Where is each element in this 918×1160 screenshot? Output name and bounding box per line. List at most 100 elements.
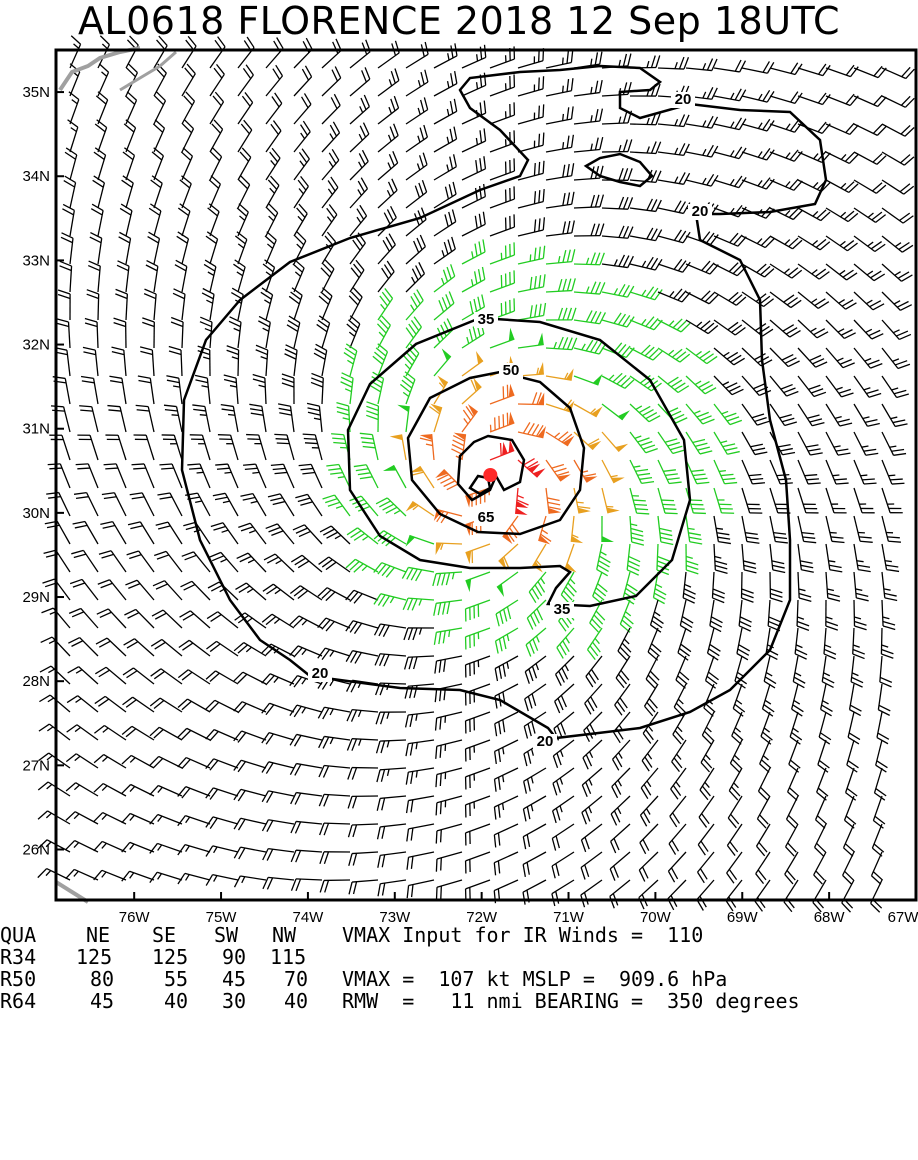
wind-barb [346,621,378,634]
wind-barb [826,544,842,572]
wind-barb [294,93,311,124]
wind-barb [882,432,906,455]
wind-barb [854,348,882,368]
wind-barb [546,192,574,208]
contour-50 [408,372,584,534]
wind-barb [770,348,800,367]
wind-barb [643,712,658,743]
wind-barb [552,880,574,906]
wind-barb [378,824,406,839]
wind-barb [571,516,583,543]
wind-barb [616,656,630,688]
wind-barb [686,432,712,454]
wind-barb [462,128,486,152]
wind-barb [546,163,574,180]
wind-barb [496,628,518,653]
wind-barb [148,232,160,264]
wind-barb [742,90,774,102]
wind-barb [319,288,332,320]
wind-barb [574,80,602,96]
wind-barb [843,852,854,884]
wind-barb [140,347,154,376]
wind-barb [349,288,362,320]
wind-barb [518,133,544,152]
wind-barb [162,435,182,460]
wind-barb [630,317,662,330]
wind-barb [854,95,886,106]
wind-barb [262,820,294,832]
wind-barb [882,404,908,426]
wind-barbs-layer [38,36,915,913]
wind-barb [742,61,774,73]
wind-barb [265,232,276,264]
wind-barb [66,869,98,880]
wind-barb [683,572,695,603]
wind-barb [291,793,322,805]
coastline-nw-2 [120,52,176,90]
wind-barb [641,768,658,799]
wind-barb [854,516,873,542]
wind-barb [238,92,253,124]
wind-barb [602,460,625,483]
wind-barb [798,208,830,221]
wind-barb [574,137,603,152]
wind-barb [668,880,686,910]
wind-barb [318,588,350,601]
wind-barb [77,435,98,460]
wind-barb [882,96,914,107]
contour-label: 20 [692,203,709,220]
wind-barb [434,71,457,96]
wind-barb [117,261,129,292]
wind-barb [539,516,551,544]
wind-barb [658,172,690,184]
wind-barb [115,289,127,320]
wind-barb [61,233,73,264]
wind-barb [826,376,853,397]
wind-barb [574,311,605,324]
wind-barb [94,755,126,768]
wind-barb [91,204,103,236]
wind-barb [582,768,602,797]
wind-barb [96,92,107,124]
wind-barb [669,824,686,855]
wind-barb [627,544,640,575]
wind-barb [699,796,714,827]
wind-barb [434,43,457,68]
wind-barb [182,92,194,124]
wind-barb [602,284,634,297]
wind-barb [69,92,79,124]
wind-barb [299,464,322,488]
wind-barb [758,768,770,800]
wind-barb [400,372,415,404]
wind-barb [466,824,490,846]
wind-barb [546,249,575,264]
wind-barb [610,880,630,908]
contour-label: 20 [312,665,329,682]
wind-barb [122,842,154,852]
wind-barb [377,316,390,348]
wind-barb [378,234,395,264]
wind-barb [490,328,514,348]
wind-barb [348,768,378,780]
wind-barb [264,554,294,572]
wind-barb [406,70,428,96]
wind-barb [813,880,826,912]
wind-barb [234,818,266,830]
wind-barb [180,176,191,208]
wind-barb [434,292,454,320]
footer-header-row: QUA NE SE SW NW VMAX Input for IR Winds … [0,925,48,947]
wind-barb [378,151,398,180]
wind-barb [742,404,769,425]
value-se: 55 [164,969,188,990]
wind-barb [434,600,462,616]
wind-barb [854,264,885,281]
value-nw: 70 [284,969,308,990]
wind-barb [377,796,406,811]
wind-barb [266,38,283,68]
wind-barb [348,824,378,837]
wind-barb [555,684,574,713]
wind-barb [615,684,630,715]
wind-barb [714,147,746,159]
wind-barb [714,376,743,395]
